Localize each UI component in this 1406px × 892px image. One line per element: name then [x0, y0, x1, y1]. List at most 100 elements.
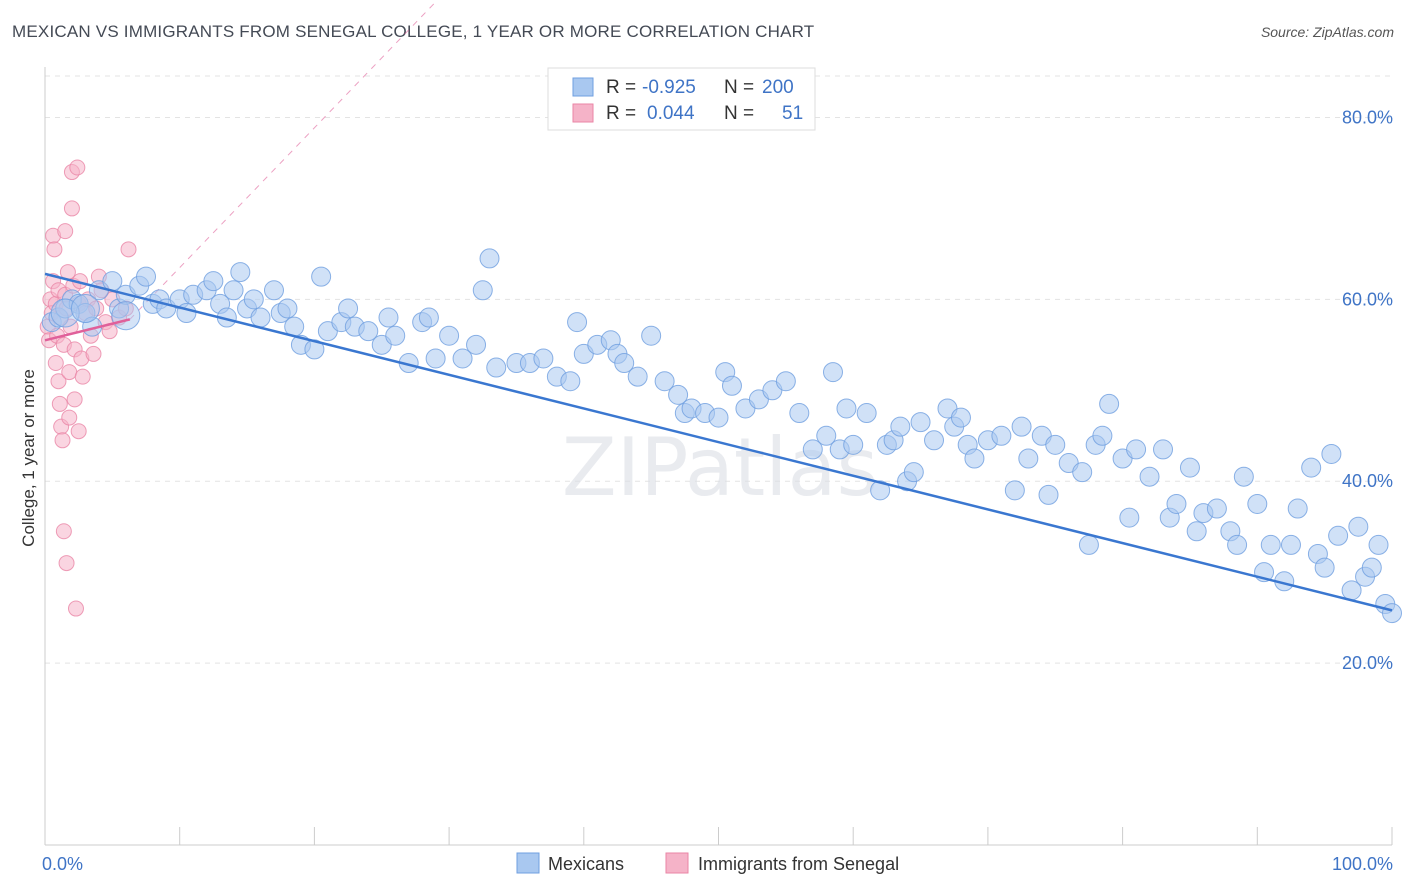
y-axis-title: College, 1 year or more: [19, 369, 38, 547]
mexican-point: [311, 266, 332, 287]
legend-r-value-0: -0.925: [642, 77, 696, 98]
mexican-point: [418, 307, 439, 328]
senegal-point: [47, 355, 64, 372]
mexican-point: [1227, 534, 1248, 555]
mexican-point: [136, 266, 157, 287]
senegal-point: [67, 600, 84, 617]
mexican-point: [466, 334, 487, 355]
senegal-trend-line: [44, 318, 131, 342]
mexican-point: [1018, 448, 1039, 469]
mexican-point: [1166, 493, 1187, 514]
senegal-point: [120, 241, 137, 258]
mexican-point: [1287, 498, 1308, 519]
senegal-point: [58, 555, 75, 572]
legend-n-value-1: 51: [782, 103, 803, 124]
mexican-point: [70, 293, 100, 323]
mexican-point: [870, 480, 891, 501]
mexican-point: [111, 301, 141, 331]
mexican-point: [1382, 603, 1402, 624]
mexican-point: [479, 248, 500, 269]
mexican-point: [304, 339, 325, 360]
mexican-point: [1004, 480, 1025, 501]
mexican-trend-line: [44, 272, 1393, 612]
mexican-point: [843, 434, 864, 455]
senegal-point: [85, 345, 102, 362]
mexican-point: [1247, 493, 1268, 514]
mexican-point: [1314, 557, 1335, 578]
senegal-point: [61, 409, 78, 426]
mexican-point: [1260, 534, 1281, 555]
mexican-point: [1119, 507, 1140, 528]
senegal-point: [50, 373, 67, 390]
mexican-point: [425, 348, 446, 369]
senegal-point: [70, 423, 87, 440]
mexican-point: [1280, 534, 1301, 555]
mexican-point: [822, 362, 843, 383]
mexican-point: [1328, 525, 1349, 546]
mexican-point: [1153, 439, 1174, 460]
legend-box: R = -0.925 N = 200 R = 0.044 N = 51: [547, 67, 816, 131]
mexican-point: [1045, 434, 1066, 455]
y-tick-label: 80.0%: [1342, 107, 1393, 127]
mexican-point: [385, 325, 406, 346]
bottom-legend: Mexicans Immigrants from Senegal: [516, 852, 899, 874]
mexican-point: [378, 307, 399, 328]
mexican-point: [263, 280, 284, 301]
mexican-point: [533, 348, 554, 369]
mexican-point: [654, 371, 675, 392]
mexican-point: [1078, 534, 1099, 555]
legend-n-label-0: N =: [724, 77, 754, 98]
legend-r-value-1: 0.044: [647, 103, 695, 124]
mexican-point: [1368, 534, 1389, 555]
mexican-point: [910, 412, 931, 433]
legend-n-label-1: N =: [724, 103, 754, 124]
mexican-point: [486, 357, 507, 378]
mexican-point: [924, 430, 945, 451]
senegal-point: [51, 395, 68, 412]
legend-swatch-senegal: [572, 103, 594, 123]
senegal-point: [57, 223, 74, 240]
legend-r-label-0: R =: [606, 77, 636, 98]
mexican-point: [358, 321, 379, 342]
mexican-point: [627, 366, 648, 387]
bottom-legend-swatch-senegal: [665, 852, 689, 874]
y-tick-label: 60.0%: [1342, 289, 1393, 309]
mexican-point: [991, 425, 1012, 446]
mexican-point: [250, 307, 271, 328]
mexican-point: [452, 348, 473, 369]
mexican-point: [1072, 462, 1093, 483]
senegal-point: [46, 241, 63, 258]
mexican-point: [560, 371, 581, 392]
mexican-point: [668, 384, 689, 405]
y-tick-label: 40.0%: [1342, 471, 1393, 491]
mexican-point: [1179, 457, 1200, 478]
points-layer: [39, 159, 1402, 624]
mexican-point: [472, 280, 493, 301]
mexican-point: [567, 312, 588, 333]
mexican-point: [856, 403, 877, 424]
mexican-point: [775, 371, 796, 392]
mexican-point: [836, 398, 857, 419]
mexican-point: [1038, 484, 1059, 505]
mexican-point: [641, 325, 662, 346]
mexican-point: [1099, 393, 1120, 414]
senegal-point: [63, 200, 80, 217]
mexican-point: [1321, 443, 1342, 464]
y-tick-label: 20.0%: [1342, 653, 1393, 673]
mexican-point: [903, 462, 924, 483]
chart-source: Source: ZipAtlas.com: [1260, 24, 1394, 40]
mexican-point: [1126, 439, 1147, 460]
mexican-point: [1361, 557, 1382, 578]
bottom-legend-mexicans: Mexicans: [548, 854, 624, 874]
mexican-point: [243, 289, 264, 310]
chart-title: MEXICAN VS IMMIGRANTS FROM SENEGAL COLLE…: [12, 22, 815, 41]
axis-layer: 20.0% 40.0% 60.0% 80.0% 0.0% 100.0% College, 1…: [19, 67, 1393, 874]
mexican-point: [1301, 457, 1322, 478]
mexican-point: [708, 407, 729, 428]
senegal-point: [55, 523, 72, 540]
mexican-point: [223, 280, 244, 301]
mexican-point: [721, 375, 742, 396]
mexican-point: [950, 407, 971, 428]
mexican-point: [439, 325, 460, 346]
